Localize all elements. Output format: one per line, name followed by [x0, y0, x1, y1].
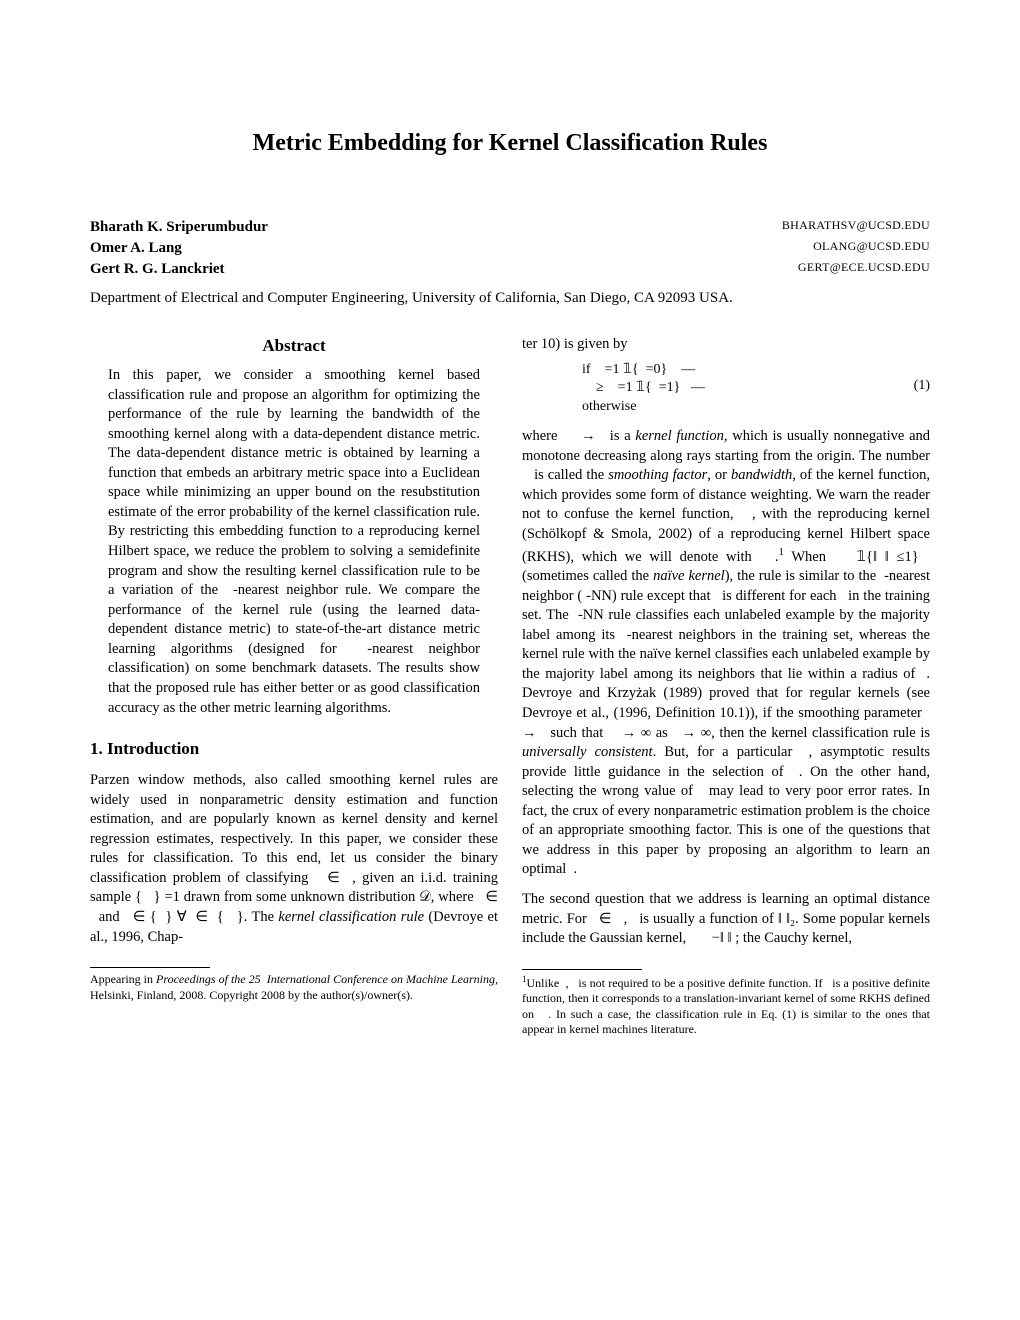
author-email: OLANG@UCSD.EDU [813, 238, 930, 259]
italic-term: kernel function [635, 428, 724, 444]
left-column: Abstract In this paper, we consider a sm… [90, 335, 498, 1038]
equation-line: ≥ =1 𝟙{ =1} — [582, 379, 930, 398]
footnote-text: Unlike , is not required to be a positiv… [522, 976, 930, 1037]
two-column-body: Abstract In this paper, we consider a sm… [90, 335, 930, 1038]
body-text: ter 10) is given by [522, 335, 930, 355]
italic-term: bandwidth [731, 467, 792, 483]
body-paragraph: The second question that we address is l… [522, 890, 930, 949]
equation-line: otherwise [582, 398, 930, 417]
author-email: GERT@ECE.UCSD.EDU [798, 259, 930, 280]
body-text: Parzen window methods, also called smoot… [90, 772, 498, 925]
author-name: Bharath K. Sriperumbudur [90, 217, 268, 238]
left-footnote: Appearing in Proceedings of the 25 Inter… [90, 972, 498, 1003]
footnote-italic: Proceedings of the 25 International Conf… [156, 972, 495, 986]
authors-block: Bharath K. Sriperumbudur BHARATHSV@UCSD.… [90, 217, 930, 280]
affiliation: Department of Electrical and Computer En… [90, 290, 930, 307]
right-footnote: 1Unlike , is not required to be a positi… [522, 974, 930, 1038]
body-text: where → is a [522, 428, 635, 444]
paper-title: Metric Embedding for Kernel Classificati… [90, 130, 930, 157]
body-text: . But, for a particular , asymptotic res… [522, 744, 930, 877]
author-email: BHARATHSV@UCSD.EDU [782, 217, 930, 238]
italic-term: universally consistent [522, 744, 653, 760]
footnote-rule [522, 969, 642, 970]
italic-term: naïve kernel [653, 568, 725, 584]
author-row: Bharath K. Sriperumbudur BHARATHSV@UCSD.… [90, 217, 930, 238]
italic-term: kernel classification rule [278, 909, 424, 925]
equation-block: if =1 𝟙{ =0} — ≥ =1 𝟙{ =1} — otherwise (… [522, 361, 930, 418]
footnote-rule [90, 967, 210, 968]
body-paragraph: where → is a kernel function, which is u… [522, 427, 930, 880]
section1-paragraph: Parzen window methods, also called smoot… [90, 771, 498, 947]
author-row: Gert R. G. Lanckriet GERT@ECE.UCSD.EDU [90, 259, 930, 280]
right-column: ter 10) is given by if =1 𝟙{ =0} — ≥ =1 … [522, 335, 930, 1038]
body-text: , or [707, 467, 731, 483]
author-name: Omer A. Lang [90, 238, 182, 259]
author-row: Omer A. Lang OLANG@UCSD.EDU [90, 238, 930, 259]
page: Metric Embedding for Kernel Classificati… [0, 0, 1020, 1098]
equation-number: (1) [914, 377, 930, 396]
italic-term: smoothing factor [608, 467, 707, 483]
equation-line: if =1 𝟙{ =0} — [582, 361, 930, 380]
body-text: ), the rule is similar to the -nearest n… [522, 568, 930, 741]
abstract-body: In this paper, we consider a smoothing k… [90, 366, 498, 718]
author-name: Gert R. G. Lanckriet [90, 259, 225, 280]
abstract-heading: Abstract [90, 335, 498, 358]
footnote-text: Appearing in [90, 972, 156, 986]
section-heading: 1. Introduction [90, 738, 498, 761]
